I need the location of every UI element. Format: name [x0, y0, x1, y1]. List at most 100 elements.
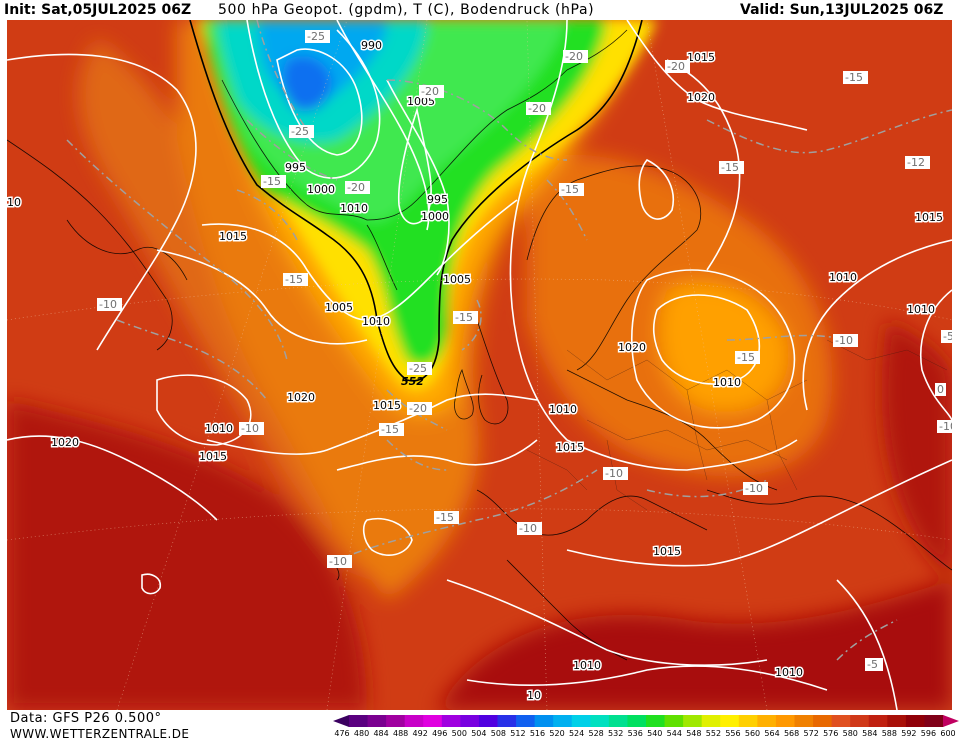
color-bar-tick-label: 476	[334, 729, 350, 738]
temperature-label: -5	[943, 330, 952, 343]
color-bar-tick-label: 564	[764, 729, 780, 738]
field-deep-red-s	[437, 580, 952, 710]
color-bar	[333, 715, 959, 727]
color-bar-segment	[627, 715, 647, 727]
contour-552-label: 552	[401, 375, 424, 388]
color-bar-tick-label: 556	[725, 729, 741, 738]
color-bar-segment	[701, 715, 721, 727]
temperature-label: -25	[307, 30, 325, 43]
temperature-label: -15	[381, 423, 399, 436]
pressure-label: 10	[7, 196, 21, 209]
pressure-label: 10	[527, 689, 541, 702]
pressure-label: 1015	[556, 441, 584, 454]
temperature-label: -20	[347, 181, 365, 194]
color-bar-segment	[905, 715, 925, 727]
color-bar-high-arrow	[943, 715, 959, 727]
temperature-label-box	[289, 125, 314, 138]
temperature-label: -10	[835, 334, 853, 347]
color-bar-segment	[516, 715, 536, 727]
color-bar-tick-label: 544	[666, 729, 682, 738]
pressure-label: 1015	[373, 399, 401, 412]
temperature-label: -20	[565, 50, 583, 63]
field-deep-red-sw	[7, 400, 367, 710]
pressure-label: 1010	[362, 315, 390, 328]
pressure-label: 1010	[549, 403, 577, 416]
pressure-label: 1020	[618, 341, 646, 354]
pressure-label: 1010	[205, 422, 233, 435]
color-bar-segment	[571, 715, 591, 727]
pressure-label: 1020	[687, 91, 715, 104]
map-header: Init: Sat,05JUL2025 06Z 500 hPa Geopot. …	[0, 0, 959, 20]
temperature-label: -25	[291, 125, 309, 138]
color-bar-segment	[646, 715, 666, 727]
color-bar-tick-label: 504	[471, 729, 487, 738]
color-bar-tick-label: 512	[510, 729, 526, 738]
color-bar-tick-label: 536	[627, 729, 643, 738]
color-bar-tick-label: 568	[783, 729, 800, 738]
temperature-label-box	[526, 102, 551, 115]
temperature-label-box	[865, 658, 883, 671]
temperature-label: -10	[329, 555, 347, 568]
weather-map: 9901005995100010109951000101510051005101…	[7, 20, 952, 710]
pressure-label: 1015	[199, 450, 227, 463]
color-bar-segment	[404, 715, 424, 727]
temperature-label-box	[743, 482, 768, 495]
color-bar-segment	[441, 715, 461, 727]
color-bar-segment	[367, 715, 387, 727]
color-bar-tick-label: 600	[940, 729, 956, 738]
color-bar-tick-label: 480	[353, 729, 370, 738]
pressure-label: 1000	[307, 183, 335, 196]
temperature-label: -5	[867, 658, 878, 671]
color-bar-ticks: 476 480 484 488 492 496 500 504 508 512 516 520 524 5…	[334, 729, 955, 741]
pressure-label: 1015	[915, 211, 943, 224]
temperature-label-box	[517, 522, 542, 535]
contour-552	[189, 20, 643, 382]
color-bar-segment	[553, 715, 573, 727]
color-bar-segment	[775, 715, 795, 727]
color-bar-segment	[850, 715, 870, 727]
website-url: WWW.WETTERZENTRALE.DE	[10, 727, 190, 741]
color-bar-segment	[757, 715, 777, 727]
pressure-label: 1010	[775, 666, 803, 679]
temperature-label-box	[935, 383, 946, 396]
borders	[526, 339, 948, 511]
temperature-label: -20	[528, 102, 546, 115]
field-deep-red-e	[881, 320, 952, 580]
color-bar-segment	[423, 715, 443, 727]
temperature-label: -20	[409, 402, 427, 415]
color-bar-tick-label: 572	[803, 729, 819, 738]
temperature-label-box	[559, 183, 584, 196]
valid-time: Valid: Sun,13JUL2025 06Z	[740, 2, 944, 18]
temperature-label: -15	[263, 175, 281, 188]
color-bar-segment	[386, 715, 406, 727]
temperature-label-box	[603, 467, 628, 480]
temperature-label-box	[434, 511, 459, 524]
color-bar-tick-label: 488	[393, 729, 409, 738]
pressure-label: 1005	[325, 301, 353, 314]
color-bar-tick-label: 548	[686, 729, 702, 738]
color-bar-tick-label: 540	[647, 729, 663, 738]
temperature-label-box	[905, 156, 930, 169]
temperature-label-box	[97, 298, 122, 311]
color-bar-segment	[534, 715, 554, 727]
color-bar-segment	[349, 715, 369, 727]
temperature-label: -15	[561, 183, 579, 196]
pressure-label: 1010	[573, 659, 601, 672]
temperature-label: -10	[939, 420, 952, 433]
temperature-label-box	[345, 181, 370, 194]
chart-title: 500 hPa Geopot. (gpdm), T (C), Bodendruc…	[218, 2, 595, 18]
temperature-label-box	[407, 402, 432, 415]
color-bar-segment	[794, 715, 814, 727]
color-bar-segment	[664, 715, 684, 727]
pressure-label: 1015	[687, 51, 715, 64]
color-bar-tick-label: 596	[920, 729, 937, 738]
pressure-label: 1010	[713, 376, 741, 389]
graticule	[7, 20, 952, 710]
color-bar-tick-label: 580	[842, 729, 858, 738]
temperature-label: -15	[721, 161, 739, 174]
color-bar-low-arrow	[333, 715, 349, 727]
data-source: Data: GFS P26 0.500°	[10, 711, 162, 726]
color-bar-tick-label: 592	[901, 729, 917, 738]
color-bar-segment	[720, 715, 740, 727]
color-bar-segment	[868, 715, 888, 727]
